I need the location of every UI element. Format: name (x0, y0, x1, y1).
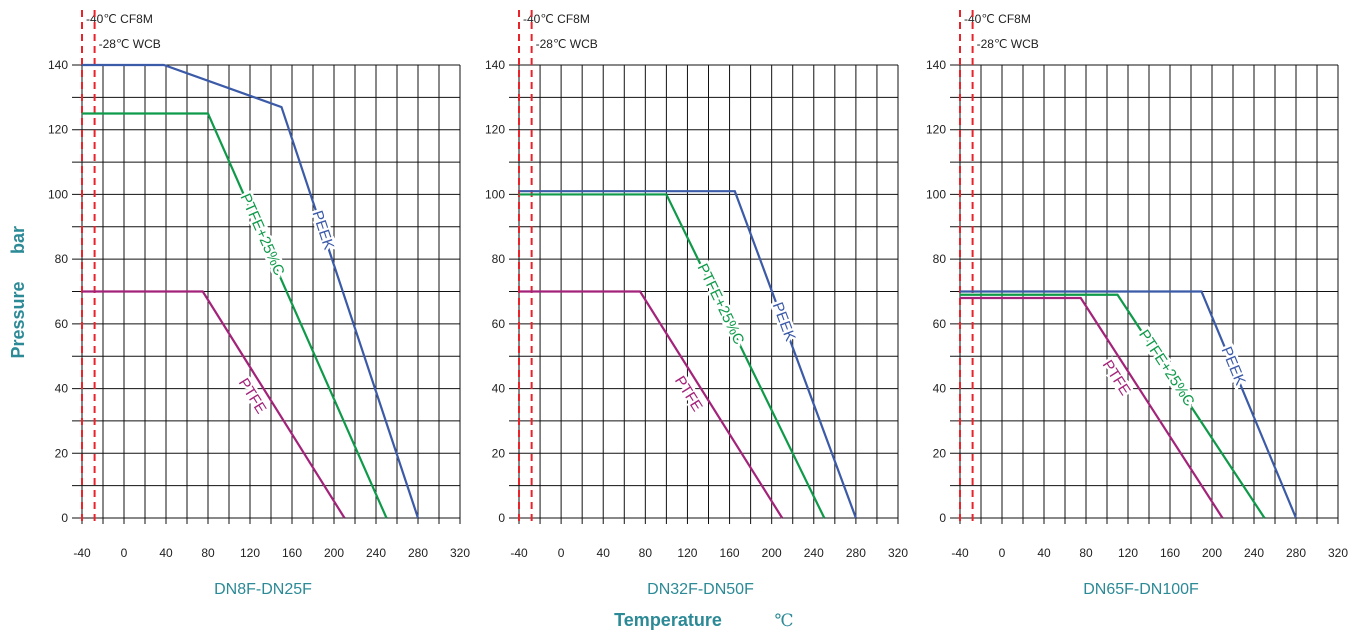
x-tick-label: 80 (639, 546, 653, 560)
x-tick-label: 240 (1244, 546, 1264, 560)
temp-limit-label: -40℃ CF8M (86, 12, 153, 26)
x-tick-label: 0 (558, 546, 565, 560)
y-tick-label: 20 (933, 446, 947, 460)
series-line-ptfe (82, 290, 346, 519)
series-line-peek (519, 190, 857, 519)
x-tick-label: 320 (888, 546, 908, 560)
y-tick-label: 0 (61, 511, 68, 525)
temp-limit-label: -40℃ CF8M (964, 12, 1031, 26)
x-tick-label: 320 (1328, 546, 1348, 560)
y-tick-label: 100 (926, 187, 946, 201)
series-line-ptfe (960, 296, 1224, 519)
chart-panel-3: 0 20 40 60 80 100 120 140 -40 0 40 80 120 160 200 240 28… (926, 10, 1348, 598)
y-tick-label: 0 (939, 511, 946, 525)
x-tick-label: 240 (366, 546, 386, 560)
y-tick-label: 140 (926, 58, 946, 72)
y-tick-label: 120 (485, 123, 505, 137)
x-tick-label: 80 (201, 546, 215, 560)
series-line-peek (82, 63, 420, 519)
series-label: PTFE+25%C (694, 261, 748, 348)
panel-title: DN32F-DN50F (647, 581, 754, 598)
temp-limit-label: -40℃ CF8M (523, 12, 590, 26)
chart-panel-2: 0 20 40 60 80 100 120 140 -40 0 40 80 120 160 200 240 28… (485, 10, 908, 598)
y-tick-label: 120 (48, 123, 68, 137)
y-axis-title: Pressure (8, 281, 28, 358)
y-tick-label: 60 (492, 317, 506, 331)
x-tick-label: 120 (677, 546, 697, 560)
y-tick-label: 40 (933, 382, 947, 396)
x-tick-label: 0 (121, 546, 128, 560)
y-tick-label: 60 (55, 317, 69, 331)
chart-panel-1: 0 20 40 60 80 100 120 140 -40 0 40 80 120 160 200 240 28… (48, 10, 470, 598)
x-tick-label: -40 (73, 546, 91, 560)
y-tick-label: 40 (492, 382, 506, 396)
panel-title: DN65F-DN100F (1083, 581, 1199, 598)
x-tick-label: 160 (282, 546, 302, 560)
y-tick-label: 20 (55, 446, 69, 460)
x-tick-label: 280 (846, 546, 866, 560)
x-tick-label: 160 (720, 546, 740, 560)
x-tick-label: 120 (1118, 546, 1138, 560)
x-tick-label: 200 (324, 546, 344, 560)
x-tick-label: 200 (1202, 546, 1222, 560)
series-label: PEEK (769, 300, 799, 343)
panel-title: DN8F-DN25F (214, 581, 312, 598)
series-line-ptfe-25-c (82, 112, 388, 519)
series-label: PTFE (1099, 357, 1134, 398)
x-tick-label: 80 (1079, 546, 1093, 560)
x-axis-unit: ℃ (774, 611, 793, 631)
x-axis-title: Temperature (614, 610, 722, 630)
series-label: PEEK (1218, 344, 1249, 387)
x-tick-label: 40 (1037, 546, 1051, 560)
temp-limit-label: -28℃ WCB (977, 37, 1039, 51)
y-axis-unit: bar (8, 226, 28, 254)
x-tick-label: 320 (450, 546, 470, 560)
x-tick-label: 200 (762, 546, 782, 560)
y-tick-label: 80 (55, 252, 69, 266)
y-tick-label: 140 (48, 58, 68, 72)
series-label: PTFE+25%C (237, 191, 288, 278)
y-tick-label: 140 (485, 58, 505, 72)
y-tick-label: 100 (485, 187, 505, 201)
y-tick-label: 80 (492, 252, 506, 266)
x-tick-label: -40 (510, 546, 528, 560)
y-axis-title-group: Pressure bar (8, 226, 28, 359)
x-tick-label: 280 (408, 546, 428, 560)
series-line-peek (960, 290, 1298, 519)
x-tick-label: 0 (999, 546, 1006, 560)
x-tick-label: -40 (951, 546, 969, 560)
series-label: PTFE (671, 373, 706, 415)
y-tick-label: 20 (492, 446, 506, 460)
temp-limit-label: -28℃ WCB (99, 37, 161, 51)
temp-limit-label: -28℃ WCB (536, 37, 598, 51)
x-tick-label: 160 (1160, 546, 1180, 560)
series-line-ptfe-25-c (960, 293, 1266, 519)
series-line-ptfe (519, 290, 784, 519)
x-tick-label: 240 (804, 546, 824, 560)
y-tick-label: 60 (933, 317, 947, 331)
series-line-ptfe-25-c (519, 193, 826, 519)
series-label: PTFE (235, 375, 270, 417)
y-tick-label: 40 (55, 382, 69, 396)
x-tick-label: 40 (159, 546, 173, 560)
y-tick-label: 0 (498, 511, 505, 525)
y-tick-label: 100 (48, 187, 68, 201)
x-tick-label: 40 (597, 546, 611, 560)
x-tick-label: 280 (1286, 546, 1306, 560)
y-tick-label: 80 (933, 252, 947, 266)
y-tick-label: 120 (926, 123, 946, 137)
x-tick-label: 120 (240, 546, 260, 560)
